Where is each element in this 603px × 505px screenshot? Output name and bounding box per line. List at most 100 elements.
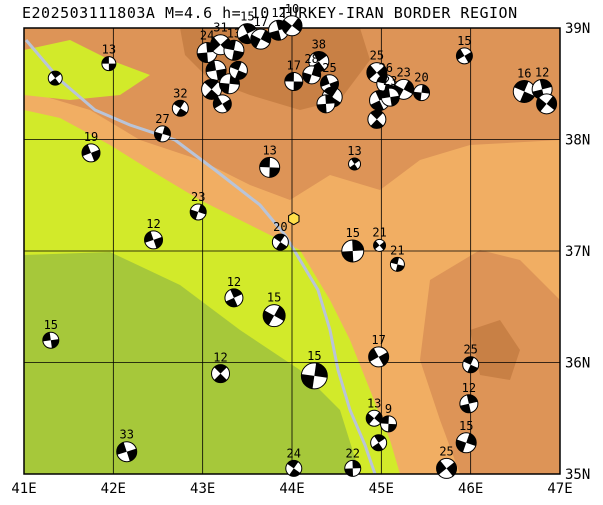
focal-mechanism: 17 <box>284 59 304 92</box>
focal-mechanism: 21 <box>372 225 387 252</box>
lat-tick-label: 36N <box>565 356 590 372</box>
beachball-quadrant <box>373 240 380 250</box>
beachball-quadrant <box>349 164 358 171</box>
beachball-quadrant <box>446 462 457 477</box>
beachball-quadrant <box>282 19 292 34</box>
focal-mechanism: 16 <box>512 67 536 104</box>
beachball-quadrant <box>269 167 280 178</box>
focal-mechanism: 25 <box>462 343 480 374</box>
beachball-quadrant <box>176 108 188 117</box>
depth-label: 13 <box>102 43 116 57</box>
depth-label: 12 <box>462 381 476 395</box>
focal-mechanism: 33 <box>116 428 138 463</box>
beachball-quadrant <box>289 468 301 477</box>
beachball-quadrant <box>275 242 288 251</box>
focal-mechanism: 20 <box>271 220 289 251</box>
depth-label: 13 <box>262 143 276 157</box>
beachball-quadrant <box>413 91 422 101</box>
beachball-quadrant <box>374 412 383 424</box>
focal-mechanism: 13 <box>259 143 281 178</box>
focal-mechanism: 13 <box>365 396 383 427</box>
beachball-quadrant <box>344 468 354 477</box>
beachball-quadrant <box>421 84 430 94</box>
beachball-quadrant <box>466 433 477 447</box>
beachball-quadrant <box>381 88 391 99</box>
beachball-quadrant <box>153 236 163 249</box>
depth-label: 15 <box>459 419 473 433</box>
beachball-quadrant <box>214 364 227 374</box>
depth-label: 12 <box>227 275 241 289</box>
focal-mechanism: 23 <box>189 190 207 221</box>
beachball-quadrant <box>456 48 465 60</box>
beachball-quadrant <box>173 100 185 109</box>
depth-label: 25 <box>439 444 453 458</box>
beachball-quadrant <box>366 65 377 80</box>
depth-label: 27 <box>155 112 169 126</box>
depth-label: 17 <box>287 59 301 73</box>
beachball-quadrant <box>374 434 386 443</box>
depth-label: 22 <box>346 446 360 460</box>
beachball-quadrant <box>101 56 109 64</box>
focal-mechanism: 12 <box>459 381 479 414</box>
depth-label: 23 <box>396 65 410 79</box>
terrain-peaks-2 <box>470 320 520 380</box>
depth-label: 15 <box>44 318 58 332</box>
focal-mechanism: 19 <box>81 130 101 163</box>
focal-mechanism: 12 <box>211 351 231 384</box>
lon-tick-label: 47E <box>547 481 572 497</box>
depth-label: 25 <box>322 61 336 75</box>
depth-label: 25 <box>463 343 477 357</box>
beachball-quadrant <box>219 82 230 94</box>
focal-mechanism: 20 <box>413 71 431 102</box>
lat-tick-label: 38N <box>565 133 590 149</box>
beachball-quadrant <box>388 423 397 432</box>
beachball-quadrant <box>325 94 335 104</box>
depth-label: 23 <box>191 190 205 204</box>
beachball-quadrant <box>51 71 61 79</box>
beachball-quadrant <box>49 78 60 86</box>
beachball-quadrant <box>144 231 154 243</box>
beachball-quadrant <box>50 339 59 349</box>
beachball-quadrant <box>126 448 137 462</box>
depth-label: 9 <box>385 402 392 416</box>
beachball-quadrant <box>376 74 388 84</box>
beachball-quadrant <box>284 72 294 82</box>
beachball-quadrant <box>466 394 478 404</box>
beachball-quadrant <box>302 72 312 84</box>
beachball-quadrant <box>91 149 100 162</box>
beachball-quadrant <box>210 37 221 52</box>
depth-label: 16 <box>517 67 531 81</box>
depth-label: 31 <box>213 21 227 35</box>
focal-mechanism: 15 <box>455 34 473 65</box>
beachball-quadrant <box>380 415 389 424</box>
focal-mechanism: 32 <box>171 86 189 117</box>
focal-mechanism: 15 <box>300 349 328 390</box>
focal-mechanism: 15 <box>455 419 477 454</box>
beachball-quadrant <box>108 63 116 71</box>
depth-label: 15 <box>240 10 254 24</box>
beachball-quadrant <box>230 61 242 71</box>
depth-label: 20 <box>414 71 428 85</box>
focal-mechanism: 25 <box>320 61 340 94</box>
focal-mechanism: 25 <box>436 444 458 479</box>
beachball-quadrant <box>370 100 384 111</box>
beachball-quadrant <box>222 99 232 112</box>
lon-tick-label: 43E <box>190 481 215 497</box>
beachball-quadrant <box>42 332 51 342</box>
lon-tick-label: 42E <box>101 481 126 497</box>
lat-tick-label: 35N <box>565 467 590 483</box>
event-magnitude: M=4.6 <box>164 4 213 22</box>
focal-mechanism: 17 <box>368 333 390 368</box>
beachball-quadrant <box>260 30 271 44</box>
depth-label: 24 <box>287 446 301 460</box>
depth-label: 19 <box>84 130 98 144</box>
beachball-quadrant <box>293 81 303 91</box>
focal-mechanism: 38 <box>308 37 330 72</box>
focal-mechanism: 17 <box>250 15 272 50</box>
event-header: E202503111803A M=4.6 h= 10 TURKEY-IRAN B… <box>22 3 582 25</box>
lon-tick-label: 41E <box>11 481 36 497</box>
beachball-quadrant <box>351 158 360 165</box>
depth-label: 26 <box>379 61 393 75</box>
focal-mechanism <box>369 89 391 111</box>
